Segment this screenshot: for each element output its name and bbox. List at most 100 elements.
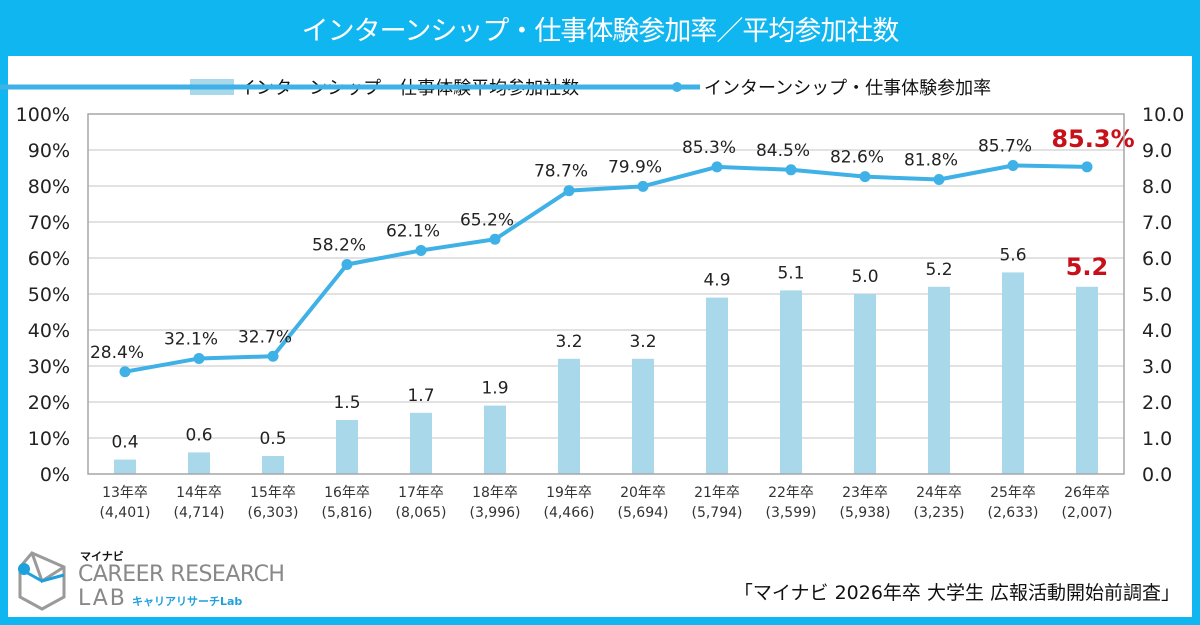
y-right-tick-label: 4.0 <box>1142 320 1172 342</box>
line-value-label: 62.1% <box>386 221 440 241</box>
legend-line-marker <box>672 82 682 92</box>
x-tick-label: 18年卒 <box>472 485 518 501</box>
x-tick-label: 14年卒 <box>176 485 222 501</box>
x-tick-label: 23年卒 <box>842 485 888 501</box>
line-point <box>119 366 131 378</box>
x-tick-label: 21年卒 <box>694 485 740 501</box>
x-tick-label: 17年卒 <box>398 485 444 501</box>
x-tick-sample-size: (3,599) <box>765 505 816 521</box>
y-left-tick-label: 30% <box>28 356 70 378</box>
line-series <box>119 159 1093 378</box>
y-left-tick-label: 70% <box>28 212 70 234</box>
line-point <box>785 164 797 176</box>
line-point <box>193 352 205 364</box>
x-tick-sample-size: (5,816) <box>321 505 372 521</box>
line-point <box>341 258 353 270</box>
line-value-label: 32.1% <box>164 329 218 349</box>
gridlines <box>88 149 1124 439</box>
y-left-tick-label: 100% <box>16 104 70 126</box>
x-tick-sample-size: (4,401) <box>99 505 150 521</box>
x-tick-label: 24年卒 <box>916 485 962 501</box>
y-right-tick-label: 3.0 <box>1142 356 1172 378</box>
line-point <box>859 171 871 183</box>
y-right-tick-label: 7.0 <box>1142 212 1172 234</box>
bar <box>410 412 432 474</box>
line-point <box>1081 161 1093 173</box>
line-value-label: 85.3% <box>1051 125 1134 153</box>
x-tick-sample-size: (2,007) <box>1061 505 1112 521</box>
line-point <box>711 161 723 173</box>
logo-sub: キャリアリサーチLab <box>132 595 243 608</box>
line-point <box>933 174 945 186</box>
bar-value-label: 5.6 <box>999 245 1026 265</box>
line-value-label: 85.3% <box>682 138 736 158</box>
bar <box>1076 286 1098 474</box>
bar-value-label: 0.6 <box>185 425 212 445</box>
x-tick-sample-size: (4,466) <box>543 505 594 521</box>
x-tick-sample-size: (5,938) <box>839 505 890 521</box>
line-point <box>563 185 575 197</box>
x-tick-label: 26年卒 <box>1064 485 1110 501</box>
bar-value-label: 5.0 <box>851 267 878 287</box>
axes: 0% 10% 20% 30% 40% 50% 60% 70% 80% 90% 100% 0.0 1.0 2… <box>16 104 1185 521</box>
legend-line-label: インターンシップ・仕事体験参加率 <box>704 78 991 99</box>
line-point <box>637 180 649 192</box>
y-left-tick-label: 90% <box>28 140 70 162</box>
line-value-label: 85.7% <box>978 136 1032 156</box>
line-value-label: 82.6% <box>830 148 884 168</box>
bar-series <box>114 272 1098 474</box>
line-point <box>415 244 427 256</box>
x-tick-label: 15年卒 <box>250 485 296 501</box>
x-tick-sample-size: (2,633) <box>987 505 1038 521</box>
bar <box>114 459 136 474</box>
source-note: 「マイナビ 2026年卒 大学生 広報活動開始前調査」 <box>733 582 1180 604</box>
bar <box>632 358 654 474</box>
data-labels: 0.4 0.6 0.5 1.5 1.7 1.9 3.2 3.2 4.9 5.1 5.0 5.2 5.6 5… <box>90 125 1135 453</box>
bar-value-label: 4.9 <box>703 271 730 291</box>
line-value-label: 79.9% <box>608 157 662 177</box>
bar-value-label: 3.2 <box>555 332 582 352</box>
x-tick-sample-size: (3,996) <box>469 505 520 521</box>
x-tick-sample-size: (5,794) <box>691 505 742 521</box>
y-right-tick-label: 1.0 <box>1142 428 1172 450</box>
plot-area-border <box>87 113 1125 475</box>
line-value-label: 58.2% <box>312 235 366 255</box>
bar-value-label: 0.4 <box>111 433 138 453</box>
x-tick-label: 13年卒 <box>102 485 148 501</box>
y-right-tick-label: 5.0 <box>1142 284 1172 306</box>
x-tick-label: 16年卒 <box>324 485 370 501</box>
x-tick-label: 19年卒 <box>546 485 592 501</box>
bar <box>928 286 950 474</box>
bar <box>1002 272 1024 474</box>
legend: インターンシップ・仕事体験平均参加社数 インターンシップ・仕事体験参加率 <box>0 78 991 99</box>
career-research-lab-logo: マイナビ CAREER RESEARCH LAB キャリアリサーチLab <box>12 545 285 615</box>
y-left-tick-label: 40% <box>28 320 70 342</box>
x-tick-sample-size: (8,065) <box>395 505 446 521</box>
line-value-label: 28.4% <box>90 343 144 363</box>
bar-value-label: 5.1 <box>777 263 804 283</box>
y-right-tick-label: 0.0 <box>1142 464 1172 486</box>
y-left-tick-label: 0% <box>40 464 70 486</box>
logo-line2: LAB <box>78 586 127 611</box>
line-value-label: 65.2% <box>460 210 514 230</box>
bar <box>188 452 210 474</box>
logo-cube-icon <box>18 551 66 611</box>
bar-value-label: 1.7 <box>407 386 434 406</box>
bar-value-label: 0.5 <box>259 429 286 449</box>
logo-brand: マイナビ <box>80 550 124 563</box>
bar <box>780 290 802 474</box>
y-right-tick-label: 9.0 <box>1142 140 1172 162</box>
chart-title: インターンシップ・仕事体験参加率／平均参加社数 <box>301 15 900 47</box>
x-tick-sample-size: (3,235) <box>913 505 964 521</box>
y-right-tick-label: 8.0 <box>1142 176 1172 198</box>
y-left-tick-label: 80% <box>28 176 70 198</box>
bar <box>706 297 728 474</box>
bar <box>484 405 506 474</box>
y-left-tick-label: 60% <box>28 248 70 270</box>
bar <box>336 420 358 474</box>
line-value-label: 84.5% <box>756 141 810 161</box>
line-point <box>1007 159 1019 171</box>
bar <box>854 294 876 474</box>
line-point <box>489 233 501 245</box>
